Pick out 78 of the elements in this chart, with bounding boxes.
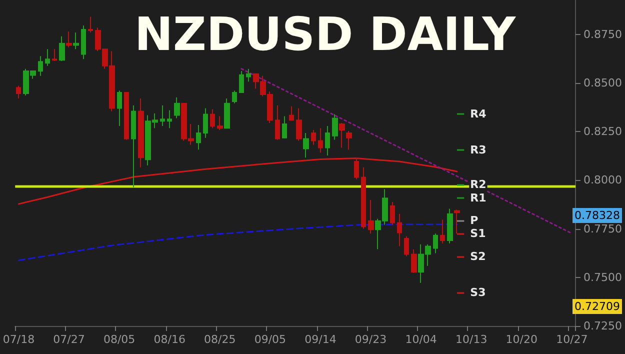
candlestick [196, 124, 201, 150]
x-tick-label: 07/27 [53, 333, 85, 346]
candlestick [325, 125, 330, 156]
ref-line-label: R2 [470, 178, 486, 191]
candlestick [38, 56, 43, 76]
y-tick-label: 0.8750 [584, 28, 622, 41]
ref-line-label: S3 [470, 286, 486, 299]
candlestick [124, 92, 129, 140]
candlestick [339, 122, 345, 148]
candlestick [138, 98, 144, 168]
candlestick [332, 114, 338, 140]
annotation: 0.72709 [574, 300, 620, 313]
candlestick [447, 208, 453, 244]
x-tick-label: 09/14 [304, 333, 336, 346]
y-tick-label: 0.7500 [584, 270, 622, 284]
x-tick-label: 10/04 [405, 333, 437, 346]
candlestick [232, 90, 237, 104]
candlestick [16, 85, 21, 100]
x-tick-label: 08/16 [154, 333, 186, 346]
ref-line-label: R4 [470, 107, 487, 120]
x-tick-label: 08/05 [103, 333, 136, 346]
candlestick [361, 166, 366, 230]
candlestick [368, 200, 374, 234]
candlestick [282, 116, 287, 138]
candlestick [88, 16, 93, 33]
candlestick [167, 110, 172, 129]
candlestick [318, 128, 323, 154]
x-tick-label: 09/23 [354, 333, 387, 346]
candlestick [52, 48, 57, 62]
x-tick-label: 10/20 [506, 333, 538, 346]
y-tick-label: 0.8250 [584, 125, 622, 138]
candlestick [174, 96, 180, 119]
candlestick [246, 68, 251, 82]
x-tick-label: 10/27 [556, 333, 588, 346]
candlestick [239, 70, 244, 94]
y-tick-label: 0.7250 [584, 320, 622, 332]
x-tick-label: 07/18 [2, 333, 35, 346]
ref-line-label: P [470, 214, 478, 228]
candlestick [311, 130, 316, 146]
candlestick [210, 108, 215, 129]
candlestick [131, 104, 136, 188]
candlestick [346, 130, 352, 150]
candlestick [66, 30, 72, 48]
candlestick [397, 213, 402, 247]
candlestick [217, 116, 223, 131]
candlestick [303, 132, 309, 158]
candlestick [390, 201, 395, 226]
candlestick [411, 248, 417, 274]
y-tick-label: 0.8500 [584, 76, 622, 90]
annotation: 0.78328 [574, 209, 620, 222]
candlestick [203, 108, 208, 138]
candlestick [160, 104, 165, 126]
candlestick [454, 209, 460, 234]
candlestick [440, 219, 445, 244]
candlestick [354, 157, 359, 180]
candlestick [224, 98, 230, 129]
candlestick [404, 236, 409, 257]
line-series [18, 157, 458, 205]
ref-line-label: R3 [470, 144, 486, 157]
candlestick [117, 90, 122, 126]
ref-line-label: R1 [470, 192, 486, 205]
candlestick [433, 232, 438, 254]
candlestick [45, 48, 50, 66]
x-tick-label: 08/25 [204, 333, 236, 346]
candlestick [296, 108, 302, 142]
candlestick [59, 36, 65, 62]
ref-line-label: S1 [470, 226, 486, 240]
line-series [18, 224, 458, 262]
candlestick [81, 24, 86, 60]
y-tick-label: 0.7750 [584, 222, 622, 236]
y-tick-label: 0.8000 [584, 174, 622, 187]
x-tick-label: 10/13 [455, 333, 488, 346]
candlestick [73, 32, 79, 50]
candlestick [275, 104, 280, 140]
x-tick-label: 09/05 [254, 333, 286, 346]
ref-line-label: S2 [470, 250, 486, 263]
chart-title: NZDUSD DAILY [134, 7, 516, 61]
candlestick [289, 106, 294, 121]
